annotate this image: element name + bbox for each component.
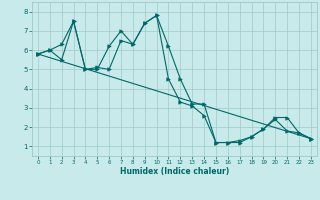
- X-axis label: Humidex (Indice chaleur): Humidex (Indice chaleur): [120, 167, 229, 176]
